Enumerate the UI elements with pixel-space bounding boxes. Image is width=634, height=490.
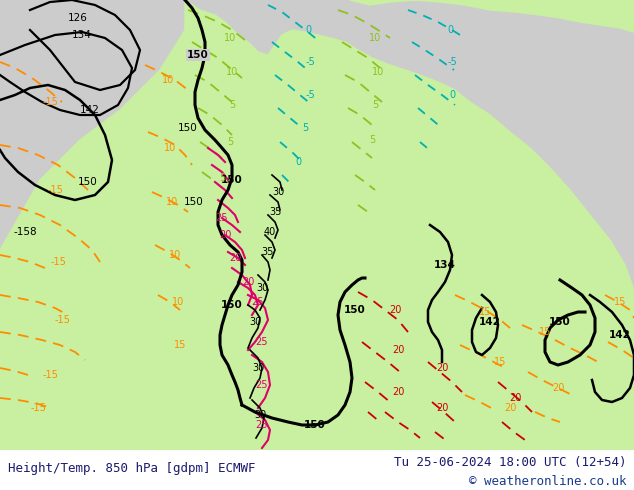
Text: 150: 150	[304, 420, 326, 430]
Text: © weatheronline.co.uk: © weatheronline.co.uk	[469, 475, 626, 488]
Text: 20: 20	[392, 345, 404, 355]
Text: 10: 10	[166, 197, 178, 207]
Text: 5: 5	[369, 135, 375, 145]
Text: 10: 10	[164, 143, 176, 153]
Text: 150: 150	[221, 175, 243, 185]
Text: Height/Temp. 850 hPa [gdpm] ECMWF: Height/Temp. 850 hPa [gdpm] ECMWF	[8, 462, 255, 474]
Text: 25: 25	[252, 297, 264, 307]
Text: 20: 20	[504, 403, 516, 413]
Text: 20: 20	[229, 253, 241, 263]
Text: 134: 134	[434, 260, 456, 270]
Text: -15: -15	[47, 185, 63, 195]
Text: 20: 20	[436, 363, 448, 373]
Text: 5: 5	[229, 100, 235, 110]
Text: 142: 142	[479, 317, 501, 327]
Text: 5: 5	[219, 173, 225, 183]
Text: 150: 150	[344, 305, 366, 315]
Text: 15: 15	[614, 297, 626, 307]
Text: 150: 150	[78, 177, 98, 187]
Text: 30: 30	[249, 317, 261, 327]
Text: 142: 142	[80, 105, 100, 115]
Text: 0: 0	[447, 25, 453, 35]
Text: 25: 25	[256, 380, 268, 390]
Text: 10: 10	[372, 67, 384, 77]
Text: 20: 20	[242, 277, 254, 287]
Text: 126: 126	[68, 13, 88, 23]
Text: 15: 15	[494, 357, 506, 367]
Text: -15: -15	[50, 257, 66, 267]
Text: 150: 150	[187, 50, 209, 60]
Text: 5: 5	[302, 123, 308, 133]
Text: 25: 25	[256, 420, 268, 430]
Text: 35: 35	[262, 247, 274, 257]
Text: 5: 5	[372, 100, 378, 110]
Text: 20: 20	[392, 387, 404, 397]
Text: 0: 0	[305, 25, 311, 35]
Text: 10: 10	[226, 67, 238, 77]
Text: 20: 20	[389, 305, 401, 315]
Text: 10: 10	[162, 75, 174, 85]
Text: 20: 20	[552, 383, 564, 393]
Text: 150: 150	[178, 123, 198, 133]
Text: 142: 142	[609, 330, 631, 340]
Text: 30: 30	[272, 187, 284, 197]
Text: 10: 10	[169, 250, 181, 260]
Text: 15: 15	[479, 307, 491, 317]
Text: 150: 150	[221, 300, 243, 310]
Text: -15: -15	[42, 370, 58, 380]
Text: 20: 20	[219, 230, 231, 240]
Text: 35: 35	[269, 207, 281, 217]
Polygon shape	[0, 0, 634, 450]
Text: -5: -5	[305, 57, 315, 67]
Text: -5: -5	[305, 90, 315, 100]
Text: 0: 0	[295, 157, 301, 167]
Text: 25: 25	[216, 213, 228, 223]
Text: 15: 15	[174, 340, 186, 350]
Text: -5: -5	[447, 57, 457, 67]
Text: 30: 30	[252, 363, 264, 373]
Text: 30: 30	[254, 410, 266, 420]
Text: 150: 150	[187, 50, 209, 60]
Text: 0: 0	[449, 90, 455, 100]
Text: -15: -15	[54, 315, 70, 325]
Text: 20: 20	[436, 403, 448, 413]
Text: 134: 134	[72, 30, 92, 40]
Text: -158: -158	[13, 227, 37, 237]
Text: 150: 150	[184, 197, 204, 207]
Text: 5: 5	[227, 137, 233, 147]
Text: Tu 25-06-2024 18:00 UTC (12+54): Tu 25-06-2024 18:00 UTC (12+54)	[394, 456, 626, 468]
Text: 150: 150	[549, 317, 571, 327]
Text: 10: 10	[224, 33, 236, 43]
Text: 10: 10	[369, 33, 381, 43]
Text: 15: 15	[539, 327, 551, 337]
Text: 30: 30	[256, 283, 268, 293]
Text: 20: 20	[509, 393, 521, 403]
Text: 25: 25	[256, 337, 268, 347]
Text: -15: -15	[42, 97, 58, 107]
Text: -15: -15	[30, 403, 46, 413]
Text: 10: 10	[172, 297, 184, 307]
Polygon shape	[350, 0, 634, 32]
Text: 40: 40	[264, 227, 276, 237]
